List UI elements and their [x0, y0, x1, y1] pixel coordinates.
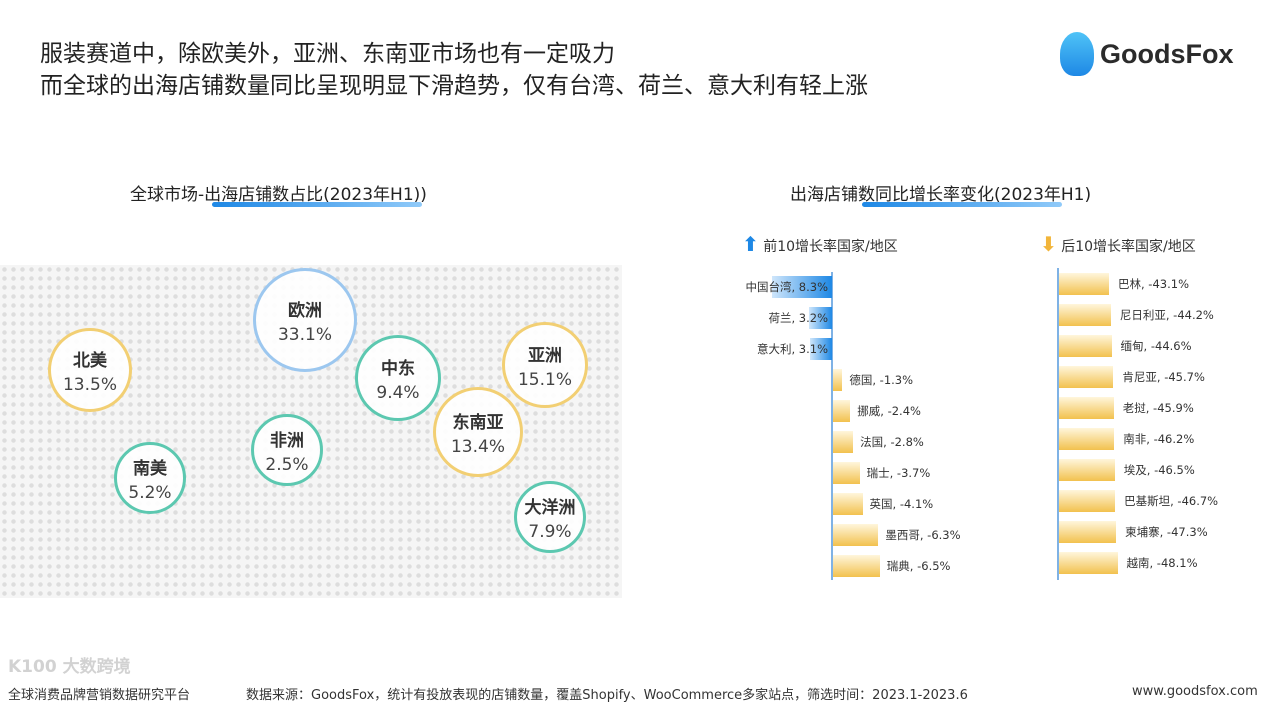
- bar: [772, 276, 832, 298]
- region-share: 2.5%: [265, 454, 309, 475]
- bar: [833, 400, 851, 422]
- bar: [833, 524, 879, 546]
- bar-label: 瑞士, -3.7%: [866, 466, 931, 480]
- bar-label: 埃及, -46.5%: [1123, 463, 1195, 477]
- title-line-2: 而全球的出海店铺数量同比呈现明显下滑趋势，仅有台湾、荷兰、意大利有轻上涨: [40, 73, 868, 99]
- watermark: K100 大数跨境: [8, 657, 131, 677]
- bar-label: 墨西哥, -6.3%: [885, 528, 961, 542]
- bar-label: 中国台湾, 8.3%: [745, 280, 828, 294]
- bar: [1059, 304, 1111, 326]
- bar-label: 巴基斯坦, -46.7%: [1124, 494, 1219, 508]
- bar-label: 越南, -48.1%: [1126, 556, 1198, 570]
- bar: [833, 493, 863, 515]
- region-share: 33.1%: [277, 324, 332, 345]
- bar-label: 柬埔寨, -47.3%: [1125, 525, 1208, 539]
- title-underline: [862, 202, 1062, 207]
- bar-label: 缅甸, -44.6%: [1120, 339, 1192, 353]
- bar: [1059, 366, 1114, 388]
- region-share: 13.4%: [450, 436, 505, 457]
- title-line-1: 服装赛道中，除欧美外，亚洲、东南亚市场也有一定吸力: [40, 41, 615, 67]
- region-bubble: 大洋洲 7.9%: [514, 481, 586, 553]
- region-name: 北美: [73, 350, 107, 371]
- region-share: 15.1%: [517, 369, 572, 390]
- region-name: 欧洲: [288, 300, 322, 321]
- region-bubble: 欧洲 33.1%: [253, 268, 357, 372]
- region-name: 东南亚: [452, 412, 504, 433]
- region-name: 南美: [133, 458, 167, 479]
- bar: [833, 462, 860, 484]
- bar-label: 德国, -1.3%: [849, 373, 914, 387]
- region-bubble: 南美 5.2%: [114, 442, 186, 514]
- bar: [1059, 459, 1115, 481]
- bar: [1059, 428, 1115, 450]
- bar: [1059, 521, 1117, 543]
- bar-label: 南非, -46.2%: [1123, 432, 1195, 446]
- footer-url[interactable]: www.goodsfox.com: [1132, 684, 1258, 699]
- bar: [1059, 490, 1116, 512]
- left-chart-axis: [831, 272, 833, 580]
- region-bubble: 东南亚 13.4%: [433, 387, 523, 477]
- region-bubble: 中东 9.4%: [355, 335, 441, 421]
- region-bubble: 北美 13.5%: [48, 328, 132, 412]
- bar-label: 荷兰, 3.2%: [768, 311, 828, 325]
- region-name: 中东: [381, 358, 415, 379]
- up-arrow-icon: ⬆: [742, 232, 759, 256]
- bar: [808, 307, 832, 329]
- bar-label: 巴林, -43.1%: [1118, 277, 1189, 291]
- bar-label: 肯尼亚, -45.7%: [1122, 370, 1205, 384]
- region-bubble: 亚洲 15.1%: [502, 322, 588, 408]
- logo-text: GoodsFox: [1100, 38, 1234, 69]
- region-name: 非洲: [270, 430, 304, 451]
- bar: [809, 338, 832, 360]
- page-title: 服装赛道中，除欧美外，亚洲、东南亚市场也有一定吸力 而全球的出海店铺数量同比呈现…: [40, 38, 868, 102]
- top10-legend: ⬆ 前10增长率国家/地区: [742, 232, 898, 256]
- bar: [1059, 552, 1118, 574]
- region-name: 亚洲: [528, 345, 562, 366]
- bottom10-legend: ⬇ 后10增长率国家/地区: [1040, 232, 1196, 256]
- bar-label: 瑞典, -6.5%: [886, 559, 951, 573]
- bar-label: 英国, -4.1%: [869, 497, 934, 511]
- footer-platform: 全球消费品牌营销数据研究平台: [8, 688, 191, 703]
- map-title: 全球市场-出海店铺数占比(2023年H1)): [130, 185, 427, 207]
- goodsfox-logo: GoodsFox: [1060, 32, 1234, 76]
- footer-source: 数据来源：GoodsFox，统计有投放表现的店铺数量，覆盖Shopify、Woo…: [246, 688, 968, 703]
- region-bubble: 非洲 2.5%: [251, 414, 323, 486]
- right-chart-axis: [1057, 268, 1059, 580]
- fox-logo-icon: [1060, 32, 1094, 76]
- bar: [833, 555, 880, 577]
- region-share: 13.5%: [62, 374, 117, 395]
- bar-label: 意大利, 3.1%: [756, 342, 828, 356]
- title-underline: [212, 202, 422, 207]
- bar: [1059, 397, 1114, 419]
- bar-label: 尼日利亚, -44.2%: [1119, 308, 1214, 322]
- region-share: 5.2%: [128, 482, 172, 503]
- bar: [1059, 335, 1112, 357]
- bar: [1059, 273, 1109, 295]
- region-share: 9.4%: [376, 382, 420, 403]
- region-share: 7.9%: [528, 521, 572, 542]
- bar-label: 法国, -2.8%: [860, 435, 924, 449]
- region-name: 大洋洲: [524, 497, 576, 518]
- bar-label: 老挝, -45.9%: [1122, 401, 1194, 415]
- bar-label: 挪威, -2.4%: [857, 404, 921, 418]
- down-arrow-icon: ⬇: [1040, 232, 1057, 256]
- bar: [833, 431, 854, 453]
- bar: [833, 369, 843, 391]
- growth-chart-title: 出海店铺数同比增长率变化(2023年H1): [790, 185, 1092, 207]
